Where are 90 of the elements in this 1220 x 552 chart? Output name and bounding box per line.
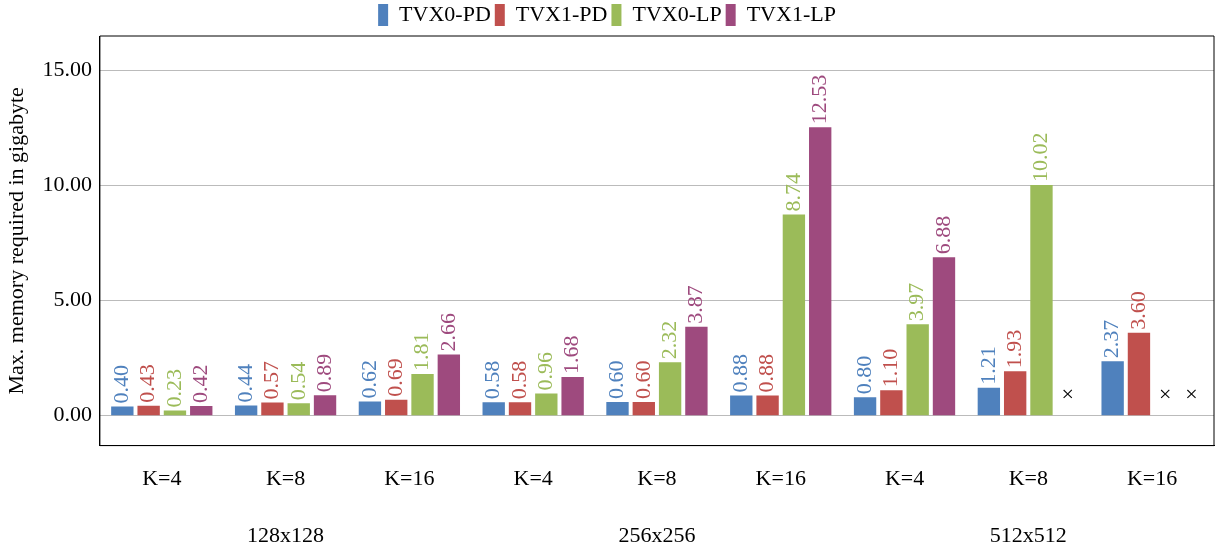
- data-label: 2.32: [655, 320, 681, 360]
- x-tick-label: K=4: [513, 464, 553, 490]
- text: ×: [1185, 381, 1198, 407]
- bar: [809, 127, 832, 416]
- data-label: 1.10: [877, 348, 903, 388]
- bar: [730, 395, 753, 416]
- data-label: 0.60: [629, 360, 655, 399]
- y-tick-label: 15.00: [42, 56, 92, 82]
- data-label: 0.40: [108, 364, 134, 404]
- bar: [880, 390, 903, 416]
- bar: [1127, 332, 1151, 416]
- bar: [658, 362, 682, 416]
- bar: [313, 395, 337, 416]
- data-label: 12.53: [805, 74, 831, 125]
- bar: [1030, 185, 1053, 416]
- bar: [632, 401, 655, 416]
- data-label: 0.80: [850, 355, 876, 395]
- bar: [111, 406, 134, 416]
- text: 512x512: [989, 522, 1067, 547]
- bar: [411, 374, 434, 416]
- y-axis-title: Max. memory required in gigabyte: [2, 87, 28, 395]
- bar: [606, 401, 629, 416]
- data-label: 0.60: [603, 360, 629, 399]
- data-label: 0.57: [258, 361, 284, 400]
- bar: [535, 393, 558, 416]
- legend-label: TVX1-LP: [746, 0, 836, 26]
- data-label: 8.74: [779, 173, 805, 212]
- bar: [163, 410, 187, 416]
- data-label: 0.88: [753, 353, 779, 393]
- text: 256x256: [618, 522, 696, 547]
- bar: [853, 397, 877, 416]
- bar: [756, 395, 779, 416]
- bar: [1003, 371, 1027, 416]
- data-label: 2.37: [1098, 319, 1124, 359]
- bar: [561, 377, 584, 416]
- text: 128x128: [247, 522, 325, 547]
- data-label: 0.58: [505, 360, 531, 400]
- bar: [906, 324, 929, 416]
- bar: [437, 354, 461, 416]
- data-label: 0.88: [727, 353, 753, 393]
- bar: [482, 402, 505, 416]
- data-label: 0.89: [310, 353, 336, 393]
- data-label: 10.02: [1027, 132, 1053, 183]
- data-label: 3.87: [682, 285, 708, 324]
- bar: [385, 399, 408, 416]
- y-tick-label: 10.00: [42, 171, 92, 197]
- bar: [234, 405, 258, 416]
- x-tick-label: K=8: [265, 464, 306, 490]
- x-tick-label: K=4: [884, 464, 925, 490]
- data-label: 1.21: [974, 346, 1000, 385]
- data-label: 0.44: [231, 364, 257, 403]
- data-label: 0.58: [479, 360, 505, 400]
- bar: [782, 214, 806, 416]
- x-tick-label: K=8: [1008, 464, 1048, 490]
- y-tick-label: 5.00: [53, 286, 92, 312]
- legend-label: TVX1-PD: [515, 0, 608, 26]
- data-label: 0.62: [355, 359, 381, 399]
- data-label: 1.81: [408, 332, 434, 372]
- data-label: 0.42: [187, 364, 213, 404]
- legend-label: TVX0-LP: [632, 0, 722, 26]
- bar: [1101, 361, 1124, 416]
- bar: [358, 401, 382, 416]
- bar: [932, 257, 956, 416]
- bar: [287, 403, 310, 416]
- bar: [190, 406, 213, 416]
- data-label: 3.60: [1124, 291, 1150, 330]
- data-label: 6.88: [929, 215, 955, 255]
- data-label: 0.43: [134, 364, 160, 403]
- data-label: 1.93: [1000, 329, 1026, 369]
- data-label: 0.69: [382, 358, 407, 397]
- x-tick-label: K=8: [637, 464, 677, 490]
- x-tick-label: K=16: [755, 464, 806, 490]
- data-label: 3.97: [903, 282, 929, 322]
- bar: [137, 405, 160, 416]
- x-tick-label: K=4: [142, 464, 182, 490]
- data-label: 1.68: [558, 335, 584, 375]
- bar: [685, 326, 708, 416]
- x-tick-label: K=16: [1126, 464, 1178, 490]
- text: ×: [1061, 381, 1074, 407]
- bar: [508, 402, 532, 416]
- text: ×: [1159, 381, 1172, 407]
- data-label: 2.66: [434, 312, 460, 352]
- bar: [261, 402, 284, 416]
- x-tick-label: K=16: [384, 464, 435, 490]
- data-label: 0.23: [160, 368, 186, 408]
- legend-label: TVX0-PD: [399, 0, 491, 26]
- bar: [977, 387, 1001, 416]
- y-tick-label: 0.00: [53, 401, 92, 427]
- data-label: 0.96: [532, 352, 558, 391]
- data-label: 0.54: [284, 361, 310, 401]
